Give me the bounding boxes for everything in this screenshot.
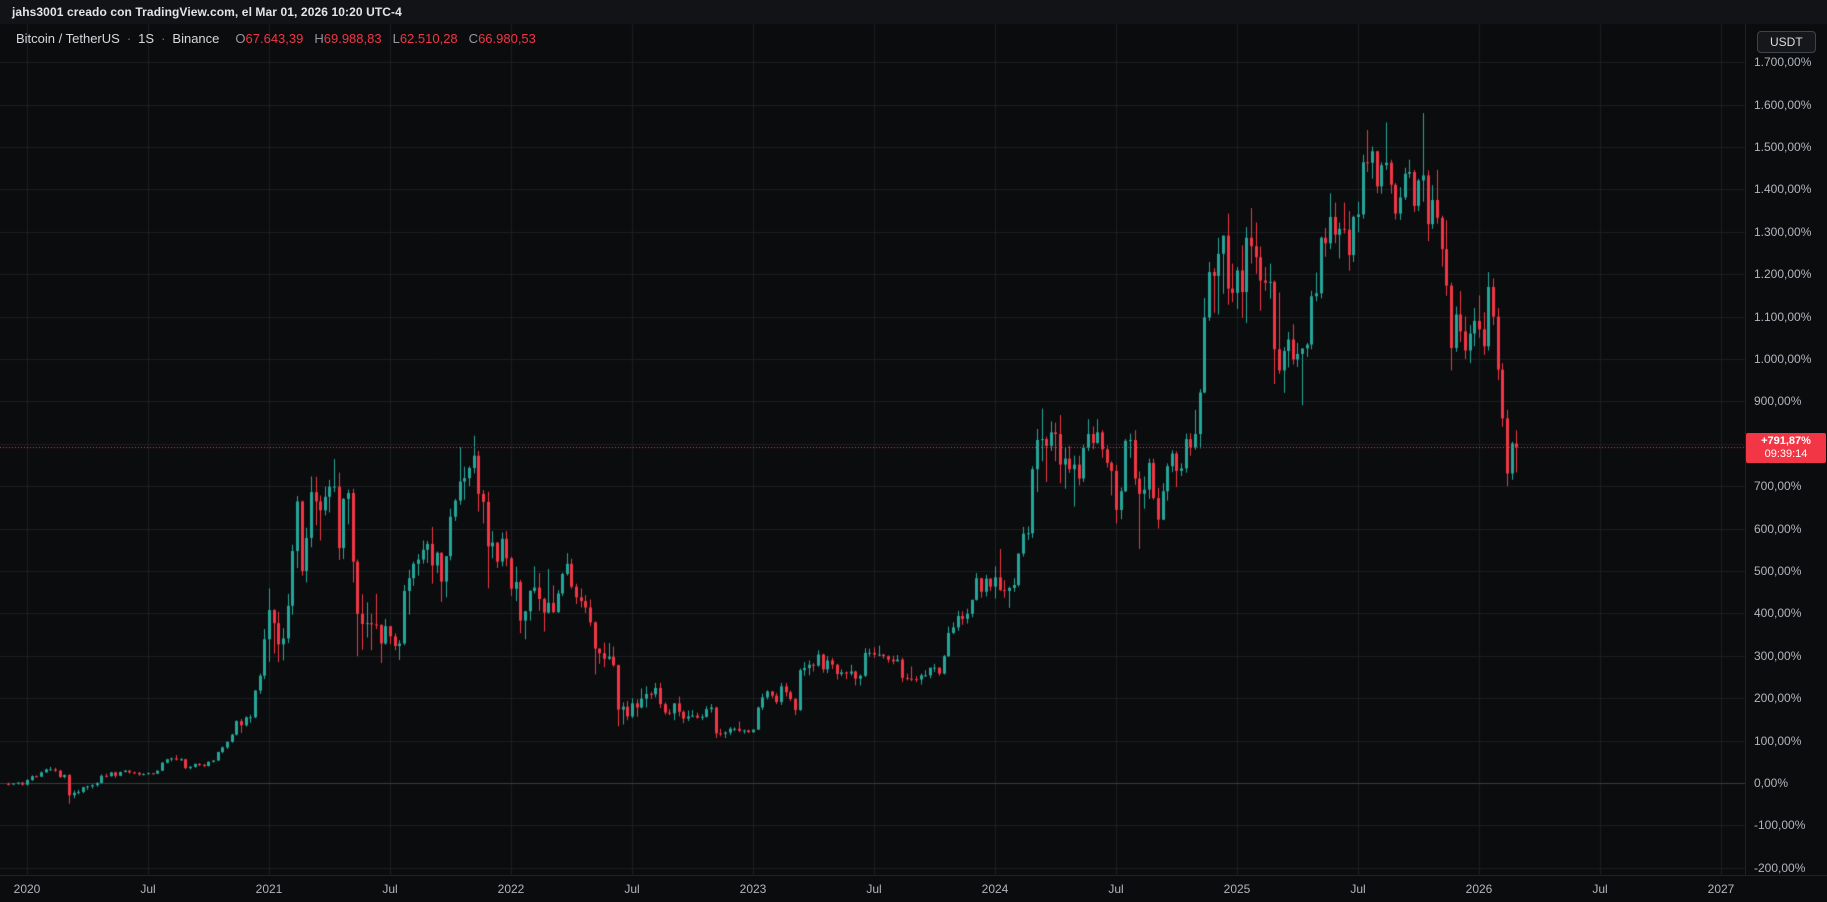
time-axis[interactable]: 2020 Jul 2021 Jul 2022 Jul 2023 Jul 2024 Jul 2025 J…: [0, 875, 1827, 902]
attribution-text: jahs3001 creado con TradingView.com, el …: [12, 5, 402, 19]
time-axis-tick: 2020: [13, 882, 41, 896]
time-axis-tick: Jul: [1350, 882, 1366, 896]
ohlc-close: C66.980,53: [468, 31, 536, 46]
time-axis-tick: 2021: [255, 882, 283, 896]
current-price-value: +791,87%: [1761, 435, 1811, 448]
price-axis-tick: 400,00%: [1754, 606, 1802, 621]
time-axis-tick: Jul: [1592, 882, 1608, 896]
time-axis-tick: 2025: [1223, 882, 1251, 896]
price-axis-tick: 0,00%: [1754, 776, 1789, 790]
price-axis-tick: 700,00%: [1754, 479, 1802, 494]
price-axis-tick: -200,00%: [1754, 860, 1806, 875]
currency-toggle-button[interactable]: USDT: [1757, 31, 1816, 53]
time-axis-tick: 2026: [1465, 882, 1493, 896]
price-axis-tick: 1.100,00%: [1754, 309, 1812, 324]
price-axis-tick: 1.400,00%: [1754, 182, 1812, 197]
legend-interval[interactable]: 1S: [138, 31, 155, 46]
price-axis-tick: 900,00%: [1754, 394, 1802, 409]
price-axis-tick: 1.000,00%: [1754, 352, 1812, 366]
legend-exchange: Binance: [172, 31, 220, 46]
price-axis-tick: -100,00%: [1754, 818, 1806, 833]
time-axis-tick: 2024: [981, 882, 1009, 896]
legend-separator: ·: [161, 31, 166, 46]
price-axis-tick: 1.200,00%: [1754, 267, 1812, 282]
price-axis-tick: 600,00%: [1754, 521, 1802, 536]
current-price-label: +791,87% 09:39:14: [1746, 433, 1826, 464]
price-axis[interactable]: 1.700,00% 1.600,00% 1.500,00% 1.400,00% 1.30…: [1745, 24, 1827, 875]
time-axis-tick: 2022: [497, 882, 525, 896]
legend-symbol[interactable]: Bitcoin / TetherUS: [16, 31, 120, 46]
snapshot-attribution-bar: jahs3001 creado con TradingView.com, el …: [0, 0, 1827, 24]
time-axis-tick: Jul: [140, 882, 156, 896]
bar-countdown: 09:39:14: [1764, 448, 1808, 461]
time-axis-tick: Jul: [624, 882, 640, 896]
time-axis-tick: Jul: [382, 882, 398, 896]
legend-separator: ·: [126, 31, 132, 46]
price-axis-tick: 1.300,00%: [1754, 224, 1812, 239]
price-axis-tick: 1.700,00%: [1754, 55, 1812, 70]
chart-legend: Bitcoin / TetherUS · 1S · Binance O67.64…: [16, 31, 536, 46]
ohlc-high: H69.988,83: [314, 31, 382, 46]
ohlc-low: L62.510,28: [392, 31, 458, 46]
price-axis-tick: 300,00%: [1754, 648, 1802, 663]
legend-ohlc: O67.643,39 H69.988,83 L62.510,28 C66.980…: [235, 31, 536, 46]
ohlc-open: O67.643,39: [235, 31, 304, 46]
time-axis-tick: 2027: [1707, 882, 1735, 896]
price-axis-tick: 200,00%: [1754, 691, 1802, 706]
time-axis-tick: 2023: [739, 882, 767, 896]
price-axis-tick: 1.500,00%: [1754, 140, 1812, 154]
price-axis-tick: 100,00%: [1754, 733, 1802, 748]
price-axis-tick: 500,00%: [1754, 564, 1802, 578]
price-axis-tick: 1.600,00%: [1754, 97, 1812, 112]
time-axis-tick: Jul: [1108, 882, 1124, 896]
time-axis-tick: Jul: [866, 882, 882, 896]
